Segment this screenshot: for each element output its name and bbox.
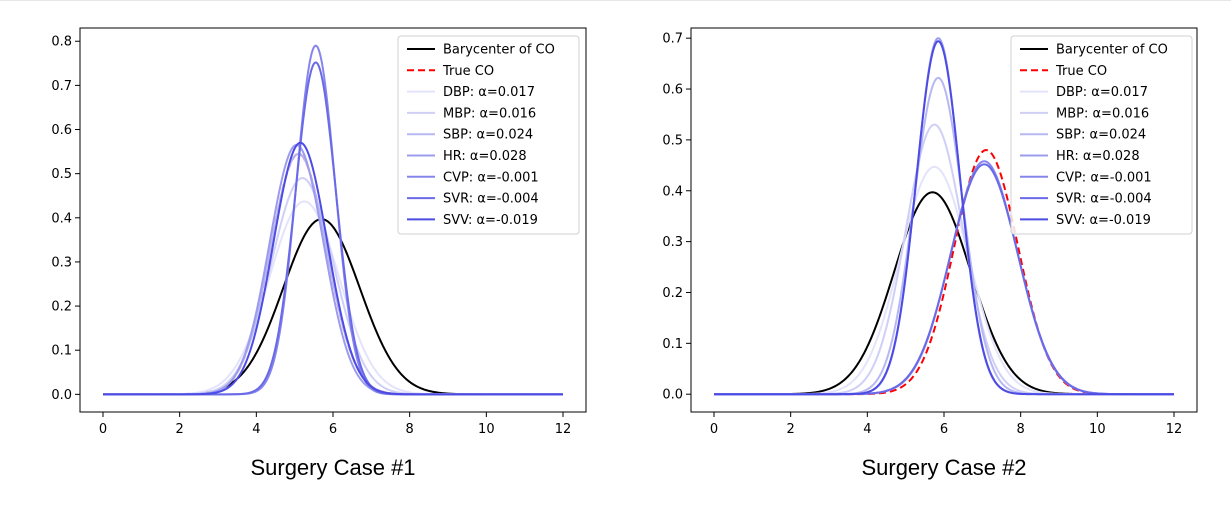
y-tick-label: 0.3	[51, 255, 72, 270]
series-group	[713, 37, 1175, 396]
series-group	[102, 44, 564, 396]
x-tick-label: 2	[176, 422, 184, 437]
legend-label: SBP: α=0.024	[1056, 128, 1146, 143]
legend: Barycenter of CO True CO DBP: α=0.017 MBP: …	[397, 35, 580, 235]
y-tick-label: 0.0	[662, 388, 683, 403]
x-tick-label: 4	[863, 422, 871, 437]
chart-panel-case-1: 0 2 4 6 8 10 12 0.0 0.1 0.2 0.3 0.4 0.5 0.6 0.7 0.8 Bary…	[51, 27, 587, 480]
series-line-0	[102, 218, 564, 396]
legend: Barycenter of CO True CO DBP: α=0.017 MBP: …	[1010, 35, 1193, 235]
x-tick-label: 12	[1166, 422, 1183, 437]
y-tick-label: 0.0	[51, 388, 72, 403]
top-divider	[0, 0, 1231, 1]
legend-box	[1010, 35, 1193, 235]
y-tick-label: 0.4	[51, 211, 72, 226]
legend-label: True CO	[442, 64, 494, 79]
chart-caption: Surgery Case #1	[250, 455, 415, 480]
y-tick-label: 0.1	[51, 344, 72, 359]
legend-label: HR: α=0.028	[1056, 149, 1140, 164]
x-tick-label: 6	[940, 422, 948, 437]
y-tick-label: 0.1	[662, 337, 683, 352]
legend-box	[397, 35, 580, 235]
legend-label: SVR: α=-0.004	[1056, 192, 1152, 207]
legend-label: HR: α=0.028	[443, 149, 527, 164]
y-tick-label: 0.2	[51, 300, 72, 315]
x-tick-label: 0	[99, 422, 107, 437]
y-tick-label: 0.2	[662, 286, 683, 301]
y-tick-label: 0.6	[51, 123, 72, 138]
x-tick-label: 8	[406, 422, 414, 437]
x-tick-label: 2	[787, 422, 795, 437]
x-tick-label: 0	[710, 422, 718, 437]
chart-caption: Surgery Case #2	[861, 455, 1026, 480]
chart-panel-case-2: 0 2 4 6 8 10 12 0.0 0.1 0.2 0.3 0.4 0.5 0.6 0.7 Barycen…	[662, 27, 1198, 480]
x-tick-label: 4	[252, 422, 260, 437]
x-tick-label: 8	[1017, 422, 1025, 437]
y-tick-label: 0.3	[662, 235, 683, 250]
legend-label: Barycenter of CO	[443, 43, 555, 58]
legend-label: True CO	[1055, 64, 1107, 79]
y-tick-label: 0.7	[51, 79, 72, 94]
legend-label: MBP: α=0.016	[443, 106, 536, 121]
y-tick-label: 0.8	[51, 35, 72, 50]
series-line-8	[102, 141, 564, 396]
legend-label: Barycenter of CO	[1056, 43, 1168, 58]
y-tick-label: 0.5	[662, 133, 683, 148]
legend-label: SVR: α=-0.004	[443, 192, 539, 207]
x-tick-label: 10	[1089, 422, 1106, 437]
legend-label: MBP: α=0.016	[1056, 106, 1149, 121]
legend-label: DBP: α=0.017	[1056, 85, 1148, 100]
y-tick-label: 0.4	[662, 184, 683, 199]
legend-label: SBP: α=0.024	[443, 128, 533, 143]
x-tick-label: 12	[555, 422, 572, 437]
series-line-8	[713, 40, 1175, 396]
legend-label: DBP: α=0.017	[443, 85, 535, 100]
y-tick-label: 0.6	[662, 83, 683, 98]
x-tick-label: 6	[329, 422, 337, 437]
legend-label: CVP: α=-0.001	[443, 170, 539, 185]
y-tick-label: 0.7	[662, 32, 683, 47]
legend-label: SVV: α=-0.019	[443, 213, 538, 228]
y-tick-label: 0.5	[51, 167, 72, 182]
legend-label: CVP: α=-0.001	[1056, 170, 1152, 185]
x-tick-label: 10	[478, 422, 495, 437]
legend-label: SVV: α=-0.019	[1056, 213, 1151, 228]
